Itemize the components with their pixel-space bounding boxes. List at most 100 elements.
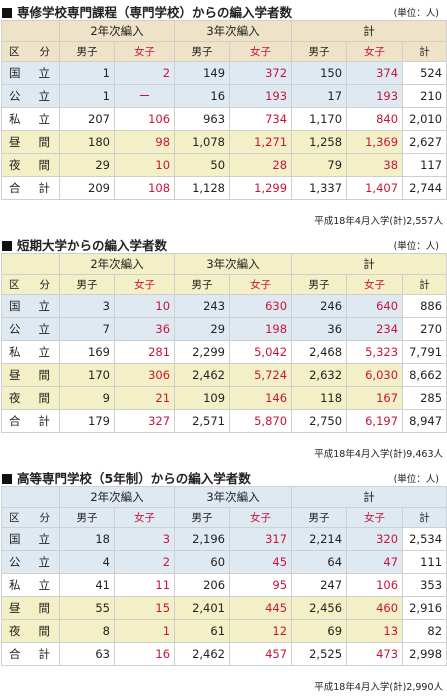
table-row: 私 立 41 11 206 95 247 106 353 <box>1 573 447 597</box>
table-cell: 11 <box>113 573 176 597</box>
table-cell: 2,468 <box>291 340 348 364</box>
column-header-male: 男子 <box>291 274 348 295</box>
row-label: 公 立 <box>1 84 60 108</box>
table-cell: 2,916 <box>402 596 447 620</box>
table-cell: 281 <box>113 340 176 364</box>
table-cell: 2,462 <box>174 642 231 666</box>
column-header-female: 女子 <box>346 507 404 528</box>
table-row: 私 立 169 281 2,299 5,042 2,468 5,323 7,791 <box>1 340 447 364</box>
table-cell: 10 <box>113 294 176 318</box>
table-cell: 353 <box>402 573 447 597</box>
table-cell: 2,632 <box>291 363 348 387</box>
group-header: 2年次編入 <box>58 20 176 42</box>
row-label: 昼 間 <box>1 363 60 387</box>
table-cell: 2,998 <box>402 642 447 666</box>
table-cell: 36 <box>113 317 176 341</box>
subheader-row: 区 分男子 女子 男子 女子 男子 女子計 <box>1 274 447 295</box>
row-label: 国 立 <box>1 294 60 318</box>
table-cell: 5,724 <box>229 363 293 387</box>
group-header: 計 <box>291 486 447 508</box>
table-cell: 2 <box>113 550 176 574</box>
table-cell: 2,456 <box>291 596 348 620</box>
table-cell: 179 <box>59 409 115 433</box>
table-cell: 29 <box>59 153 115 177</box>
table-cell: 3 <box>113 527 176 551</box>
table-cell: 1 <box>59 84 115 108</box>
kubun-header: 区 分 <box>1 41 60 62</box>
table-cell: 2,196 <box>174 527 231 551</box>
table-cell: 2,627 <box>402 130 447 154</box>
table-cell: 1 <box>113 619 176 643</box>
table-cell: 117 <box>402 153 447 177</box>
group-header: 3年次編入 <box>174 486 293 508</box>
row-label: 私 立 <box>1 340 60 364</box>
table-cell: 206 <box>174 573 231 597</box>
column-header-female: 女子 <box>229 507 293 528</box>
table-cell: 61 <box>174 619 231 643</box>
table-cell: 1,078 <box>174 130 231 154</box>
table-cell: 1,369 <box>346 130 404 154</box>
header-row: 2年次編入 3年次編入計 <box>1 486 447 508</box>
table-cell: 2,744 <box>402 176 447 200</box>
table-cell: 36 <box>291 317 348 341</box>
table-cell: 95 <box>229 573 293 597</box>
row-label: 昼 間 <box>1 130 60 154</box>
row-label: 夜 間 <box>1 153 60 177</box>
table-cell: 98 <box>113 130 176 154</box>
table-row: 合 計 63 16 2,462 457 2,525 473 2,998 <box>1 642 447 666</box>
row-label: 合 計 <box>1 176 60 200</box>
unit-label: (単位：人) <box>393 474 439 485</box>
table-cell: 2,462 <box>174 363 231 387</box>
table-row: 昼 間 180 98 1,078 1,271 1,258 1,369 2,627 <box>1 130 447 154</box>
table-row: 国 立 1 2 149 372 150 374 524 <box>1 61 447 85</box>
column-header-male: 男子 <box>291 41 348 62</box>
table-cell: 5,042 <box>229 340 293 364</box>
table-cell: 7 <box>59 317 115 341</box>
table-cell: 41 <box>59 573 115 597</box>
data-table: 2年次編入 3年次編入計区 分男子 女子 男子 女子 男子 女子計国 立 1 2 149 372 15… <box>1 20 447 200</box>
table-row: 昼 間 170 306 2,462 5,724 2,632 6,030 8,662 <box>1 363 447 387</box>
column-header-male: 男子 <box>59 507 115 528</box>
table-cell: 2,401 <box>174 596 231 620</box>
table-cell: 118 <box>291 386 348 410</box>
table-cell: 886 <box>402 294 447 318</box>
table-cell: 8 <box>59 619 115 643</box>
column-header-female: 女子 <box>346 41 404 62</box>
table-cell: 16 <box>113 642 176 666</box>
table-cell: 320 <box>346 527 404 551</box>
column-header-male: 男子 <box>174 41 231 62</box>
table-cell: 285 <box>402 386 447 410</box>
header-blank <box>1 253 60 275</box>
footnote: 平成18年4月入学(計)2,557人 <box>314 216 443 227</box>
table-cell: 1,258 <box>291 130 348 154</box>
row-label: 国 立 <box>1 61 60 85</box>
table-cell: 734 <box>229 107 293 131</box>
row-label: 私 立 <box>1 573 60 597</box>
section-title: 短期大学からの編入学者数 <box>2 235 167 254</box>
table-cell: 13 <box>346 619 404 643</box>
table-cell: 524 <box>402 61 447 85</box>
table-cell: 209 <box>59 176 115 200</box>
table-cell: 457 <box>229 642 293 666</box>
column-header-male: 男子 <box>291 507 348 528</box>
table-row: 夜 間 8 1 61 12 69 13 82 <box>1 619 447 643</box>
table-cell: 10 <box>113 153 176 177</box>
row-label: 公 立 <box>1 550 60 574</box>
table-cell: 840 <box>346 107 404 131</box>
table-cell: 207 <box>59 107 115 131</box>
table-cell: 270 <box>402 317 447 341</box>
table-cell: 16 <box>174 84 231 108</box>
table-cell: 2,214 <box>291 527 348 551</box>
table-cell: 106 <box>346 573 404 597</box>
column-header-total: 計 <box>402 507 447 528</box>
table-cell: 243 <box>174 294 231 318</box>
table-row: 公 立 7 36 29 198 36 234 270 <box>1 317 447 341</box>
table-cell: 8,662 <box>402 363 447 387</box>
row-label: 国 立 <box>1 527 60 551</box>
table-cell: 2 <box>113 61 176 85</box>
row-label: 合 計 <box>1 642 60 666</box>
row-label: 私 立 <box>1 107 60 131</box>
column-header-female: 女子 <box>113 41 176 62</box>
table-cell: 234 <box>346 317 404 341</box>
table-cell: 170 <box>59 363 115 387</box>
